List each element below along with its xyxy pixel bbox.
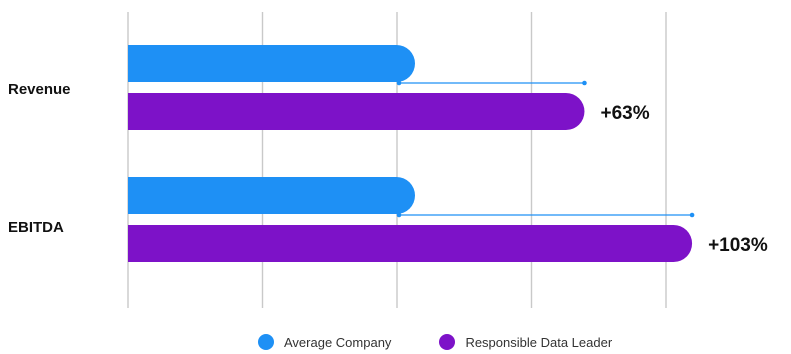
legend-label-average-company: Average Company	[284, 334, 392, 350]
bar-responsible-data-leader-revenue	[128, 93, 585, 130]
bars	[128, 45, 693, 262]
category-label-ebitda: EBITDA	[8, 219, 64, 236]
difference-line-end-revenue	[582, 80, 587, 86]
delta-label-ebitda: +103%	[708, 235, 768, 256]
category-label-revenue: Revenue	[8, 81, 71, 98]
category-labels: Revenue EBITDA	[8, 81, 71, 236]
delta-label-revenue: +63%	[600, 103, 649, 124]
legend: Average Company Responsible Data Leader	[258, 334, 612, 350]
bar-responsible-data-leader-ebitda	[128, 225, 693, 262]
annotations: +63% +103%	[396, 80, 768, 256]
bar-average-company-revenue	[128, 45, 415, 82]
legend-swatch-responsible-data-leader	[439, 334, 456, 350]
bar-average-company-ebitda	[128, 177, 415, 214]
legend-item-average-company: Average Company	[258, 334, 391, 350]
difference-line-start-revenue	[396, 80, 402, 86]
legend-label-responsible-data-leader: Responsible Data Leader	[465, 334, 613, 350]
difference-line-end-ebitda	[689, 212, 695, 218]
difference-line-start-ebitda	[396, 212, 402, 218]
legend-item-responsible-data-leader: Responsible Data Leader	[439, 334, 612, 350]
legend-swatch-average-company	[258, 334, 274, 350]
